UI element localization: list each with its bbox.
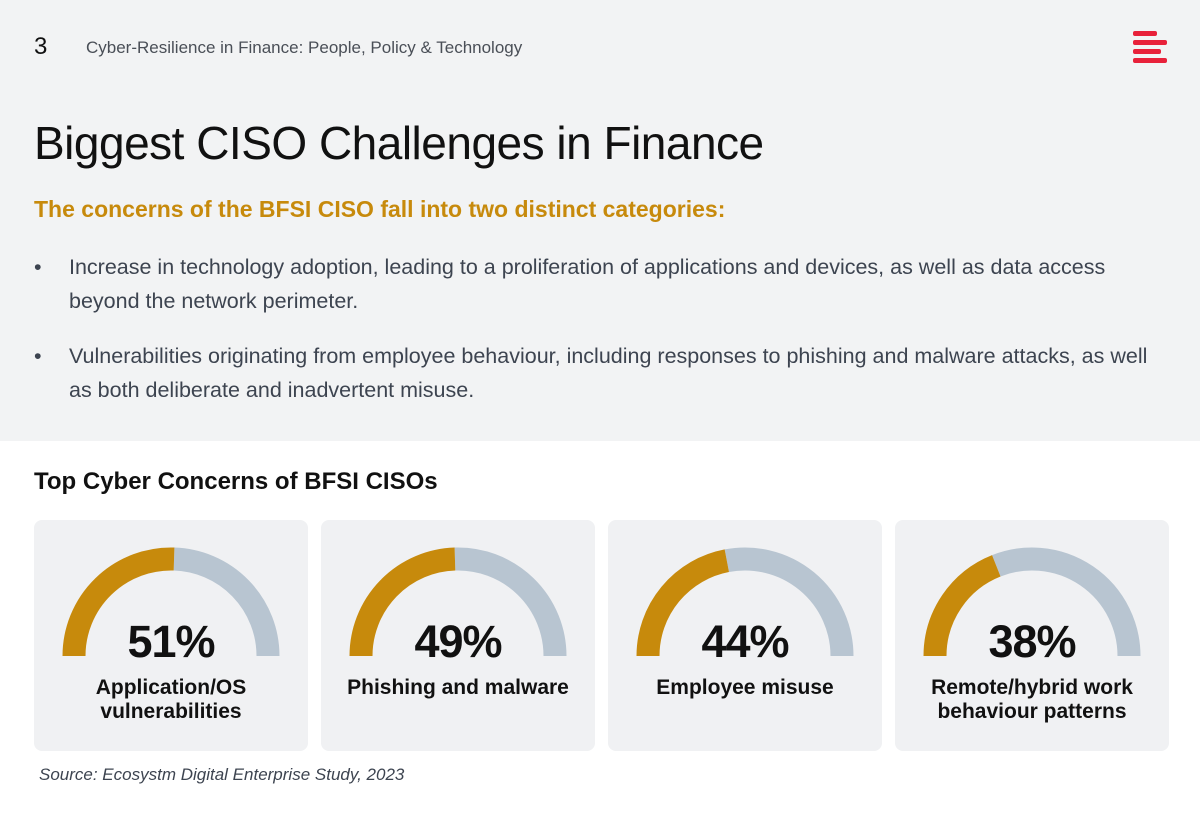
gauge-cards: 51% Application/OS vulnerabilities 49% P… — [34, 520, 1170, 751]
gauge-track — [992, 547, 1141, 657]
intro-section — [0, 0, 1200, 441]
bullet-icon: • — [34, 255, 42, 279]
list-item-text: Increase in technology adoption, leading… — [69, 255, 1106, 313]
gauge-label: Employee misuse — [656, 676, 834, 699]
gauge-card: 51% Application/OS vulnerabilities — [34, 520, 308, 751]
gauge-card: 49% Phishing and malware — [321, 520, 595, 751]
running-title: Cyber-Resilience in Finance: People, Pol… — [86, 38, 523, 57]
section-subtitle: The concerns of the BFSI CISO fall into … — [34, 196, 726, 222]
gauge-value: 49% — [414, 616, 502, 667]
source-note: Source: Ecosystm Digital Enterprise Stud… — [39, 765, 405, 784]
gauge-value-arc — [636, 549, 730, 657]
gauge-value-arc — [349, 547, 456, 657]
concern-categories-list: • Increase in technology adoption, leadi… — [34, 250, 1154, 428]
gauge-chart — [636, 547, 854, 657]
gauge-chart — [923, 547, 1141, 657]
gauge-track — [454, 547, 567, 657]
gauge-value-arc — [923, 555, 1001, 657]
gauge-value: 44% — [701, 616, 789, 667]
bullet-icon: • — [34, 344, 42, 368]
gauge-label: Phishing and malware — [347, 676, 569, 699]
list-item-text: Vulnerabilities originating from employe… — [69, 344, 1148, 402]
gauge-value: 51% — [127, 616, 215, 667]
gauge-card: 38% Remote/hybrid work behaviour pattern… — [895, 520, 1169, 751]
gauge-chart — [349, 547, 567, 657]
list-item: • Increase in technology adoption, leadi… — [34, 250, 1154, 318]
gauge-label: Remote/hybrid work behaviour patterns — [931, 676, 1133, 723]
gauge-card: 44% Employee misuse — [608, 520, 882, 751]
gauge-value-arc — [62, 547, 175, 657]
brand-logo-icon — [1133, 31, 1167, 63]
page-title: Biggest CISO Challenges in Finance — [34, 117, 764, 169]
page-number: 3 — [34, 33, 48, 60]
gauge-track — [724, 547, 854, 657]
chart-title: Top Cyber Concerns of BFSI CISOs — [34, 468, 438, 495]
gauge-chart — [62, 547, 280, 657]
gauge-value: 38% — [988, 616, 1076, 667]
list-item: • Vulnerabilities originating from emplo… — [34, 339, 1154, 407]
gauge-track — [173, 547, 280, 657]
gauge-label: Application/OS vulnerabilities — [95, 676, 247, 723]
